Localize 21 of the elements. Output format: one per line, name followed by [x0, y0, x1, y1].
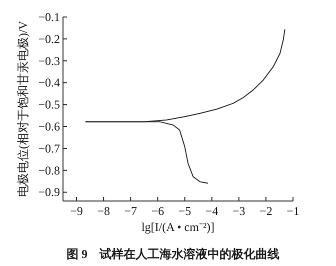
y-tick-label: −0.4: [38, 76, 60, 90]
y-axis-title: 电极电位(相对于饱和甘汞电极)/V: [16, 20, 30, 197]
y-tick-label: −0.5: [38, 98, 60, 112]
x-tick-label: −3: [232, 204, 246, 218]
y-tick-label: −0.8: [38, 163, 60, 178]
x-tick-label: −2: [260, 204, 272, 218]
x-tick-label: −5: [178, 204, 192, 218]
x-tick-label: −9: [70, 204, 83, 218]
y-tick-label: −0.6: [38, 120, 60, 134]
y-tick-label: −0.1: [38, 10, 60, 24]
x-tick-label: −4: [205, 204, 218, 218]
x-tick-label: −6: [151, 204, 164, 218]
text: 图 9 试样在人工海水溶液中的极化曲线: [66, 247, 280, 261]
x-tick-label: −1: [286, 204, 300, 218]
y-tick-label: −0.2: [38, 32, 60, 46]
x-tick-label: −7: [124, 204, 138, 218]
y-tick-label: −0.3: [38, 54, 60, 68]
x-axis-title: lg[I/(A • cm⁻²)]: [141, 220, 215, 234]
y-tick-label: −0.9: [38, 185, 60, 200]
x-tick-label: −8: [97, 204, 110, 218]
y-tick-label: −0.7: [38, 141, 60, 156]
